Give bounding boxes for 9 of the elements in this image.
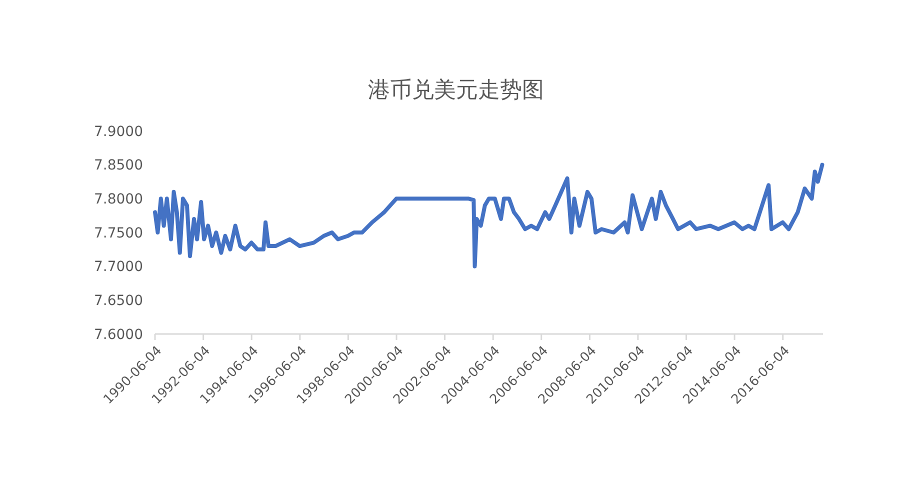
y-tick-label: 7.8000 (94, 192, 143, 208)
y-tick-label: 7.7000 (94, 259, 143, 276)
chart-title: 港币兑美元走势图 (368, 78, 544, 103)
y-tick-label: 7.6500 (94, 293, 143, 310)
y-tick-label: 7.7500 (94, 225, 143, 242)
y-tick-label: 7.8500 (94, 158, 143, 174)
y-tick-label: 7.6000 (94, 326, 143, 343)
line-series (153, 162, 824, 268)
y-tick-label: 7.9000 (94, 124, 143, 140)
